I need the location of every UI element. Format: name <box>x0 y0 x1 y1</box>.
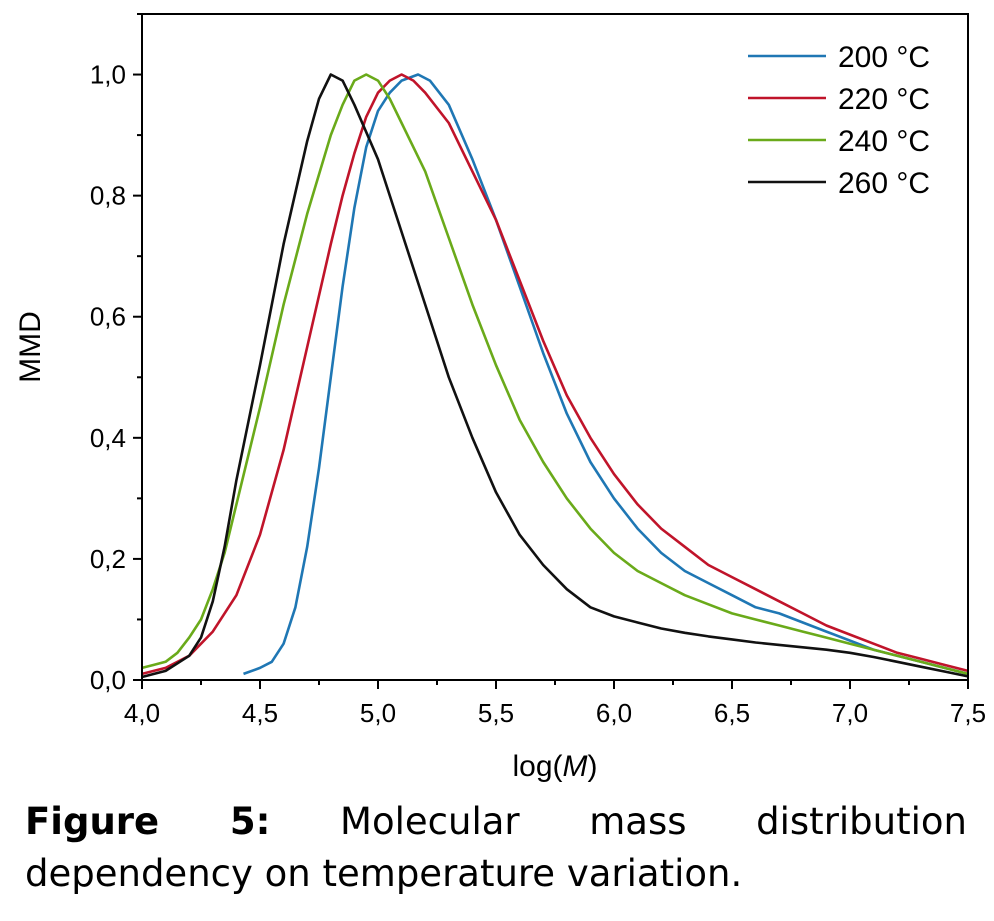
y-tick-label: 0,6 <box>90 302 126 332</box>
x-tick-label: 4,5 <box>242 698 278 728</box>
x-tick-label: 7,0 <box>832 698 868 728</box>
y-tick-label: 0,8 <box>90 181 126 211</box>
x-tick-label: 5,0 <box>360 698 396 728</box>
series-line-4 <box>141 73 969 679</box>
y-tick-label: 1,0 <box>90 60 126 90</box>
series-line-2 <box>141 73 969 676</box>
legend: 200 °C 220 °C 240 °C 260 °C <box>748 41 930 200</box>
figure-caption: Figure 5: Molecular mass distribution de… <box>25 796 967 900</box>
x-axis-title: log(M) <box>512 750 597 783</box>
x-tick-label: 5,5 <box>478 698 514 728</box>
legend-label-4: 260 °C <box>838 167 930 200</box>
y-tick-label: 0,0 <box>90 665 126 695</box>
legend-label-1: 200 °C <box>838 41 930 74</box>
x-tick-label: 6,0 <box>596 698 632 728</box>
legend-label-3: 240 °C <box>838 125 930 158</box>
x-tick-label: 6,5 <box>714 698 750 728</box>
x-axis-ticks: 4,0 4,5 5,0 5,5 6,0 6,5 7,0 7,5 <box>124 680 986 728</box>
series-line-1 <box>243 73 969 676</box>
x-tick-label: 4,0 <box>124 698 160 728</box>
y-tick-label: 0,4 <box>90 423 126 453</box>
series-line-3 <box>141 73 969 676</box>
series-layer <box>141 73 969 679</box>
y-axis-ticks: 0,0 0,2 0,4 0,6 0,8 1,0 <box>90 13 142 695</box>
x-tick-label: 7,5 <box>950 698 986 728</box>
legend-label-2: 220 °C <box>838 83 930 116</box>
caption-label: Figure 5: <box>25 800 271 843</box>
mmd-chart: 4,0 4,5 5,0 5,5 6,0 6,5 7,0 7,5 0,0 0,2 0,4 0,6 0,8… <box>14 13 986 783</box>
y-axis-title: MMD <box>14 311 47 383</box>
caption-text: Molecular mass distribution dependency o… <box>25 800 967 895</box>
y-tick-label: 0,2 <box>90 544 126 574</box>
